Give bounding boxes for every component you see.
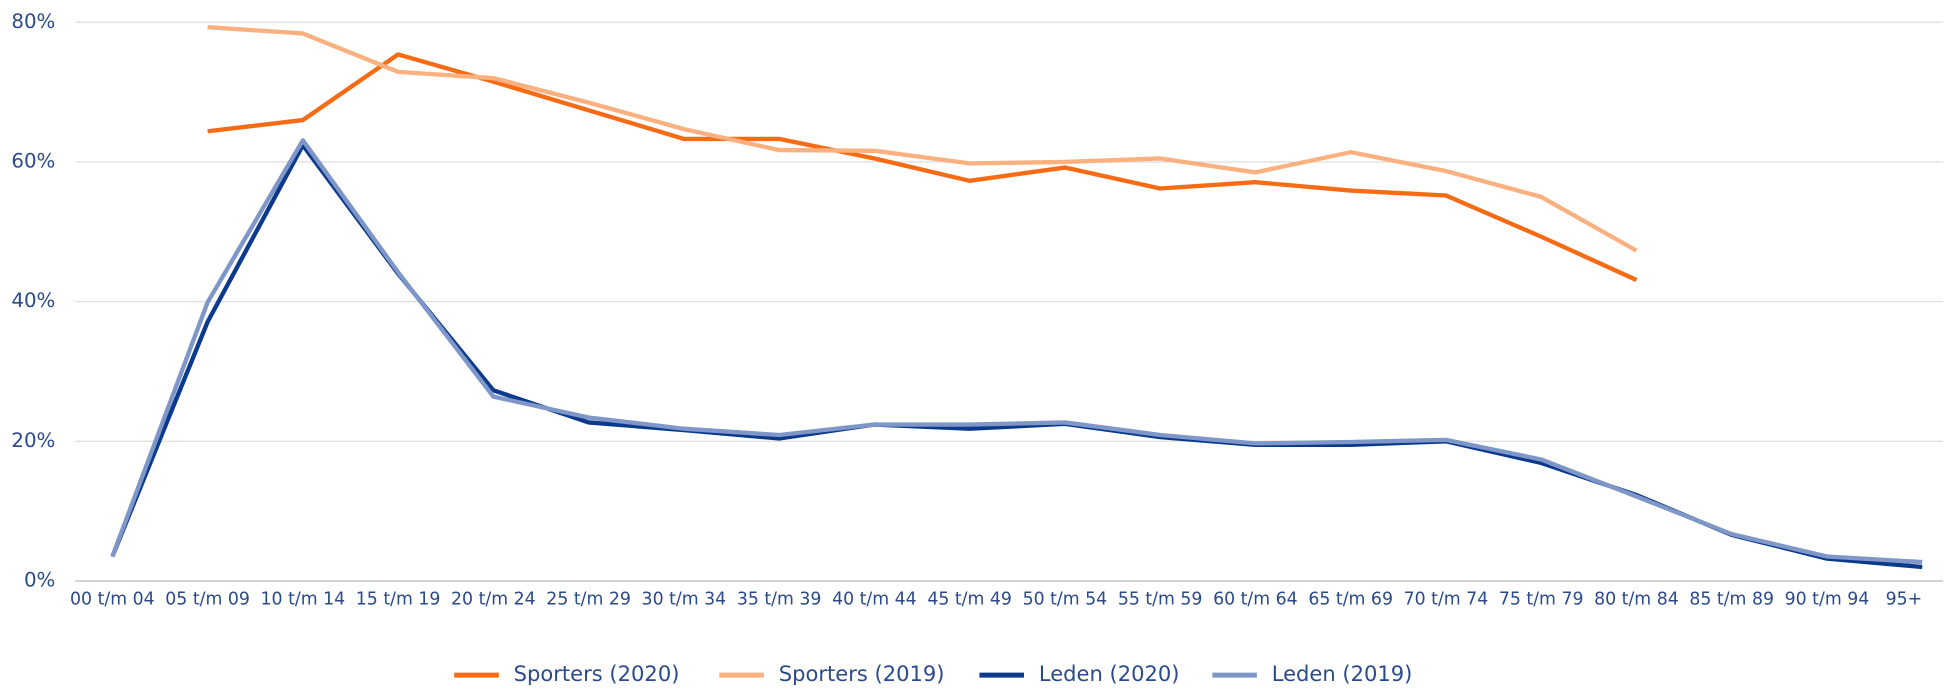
y-tick-label: 40% [11, 289, 55, 312]
y-tick-label: 60% [11, 149, 55, 172]
x-tick-label: 20 t/m 24 [451, 590, 536, 610]
legend-label: Sporters (2020) [514, 661, 680, 685]
x-tick-label: 40 t/m 44 [832, 590, 917, 610]
x-tick-label: 30 t/m 34 [642, 590, 727, 610]
x-tick-label: 70 t/m 74 [1404, 590, 1489, 610]
x-tick-label: 60 t/m 64 [1213, 590, 1298, 610]
x-tick-label: 55 t/m 59 [1118, 590, 1203, 610]
x-tick-label: 05 t/m 09 [165, 590, 250, 610]
y-tick-label: 80% [11, 10, 55, 33]
legend-label: Leden (2019) [1272, 661, 1413, 685]
x-tick-label: 90 t/m 94 [1785, 590, 1870, 610]
legend-label: Sporters (2019) [779, 661, 945, 685]
x-tick-label: 80 t/m 84 [1594, 590, 1679, 610]
series-line [207, 52, 1638, 282]
legend-label: Leden (2020) [1039, 661, 1180, 685]
x-tick-label: 95+ [1886, 590, 1923, 610]
x-tick-label: 00 t/m 04 [70, 590, 155, 610]
x-tick-label: 25 t/m 29 [546, 590, 631, 610]
x-tick-label: 45 t/m 49 [927, 590, 1012, 610]
x-tick-label: 50 t/m 54 [1023, 590, 1108, 610]
series-line [207, 25, 1638, 253]
x-tick-label: 10 t/m 14 [261, 590, 346, 610]
x-tick-label: 75 t/m 79 [1499, 590, 1584, 610]
series-line [110, 138, 1923, 565]
x-tick-label: 65 t/m 69 [1308, 590, 1393, 610]
x-tick-label: 35 t/m 39 [737, 590, 822, 610]
y-tick-label: 20% [11, 429, 55, 452]
x-tick-label: 15 t/m 19 [356, 590, 441, 610]
y-tick-label: 0% [24, 568, 55, 591]
x-tick-label: 85 t/m 89 [1689, 590, 1774, 610]
